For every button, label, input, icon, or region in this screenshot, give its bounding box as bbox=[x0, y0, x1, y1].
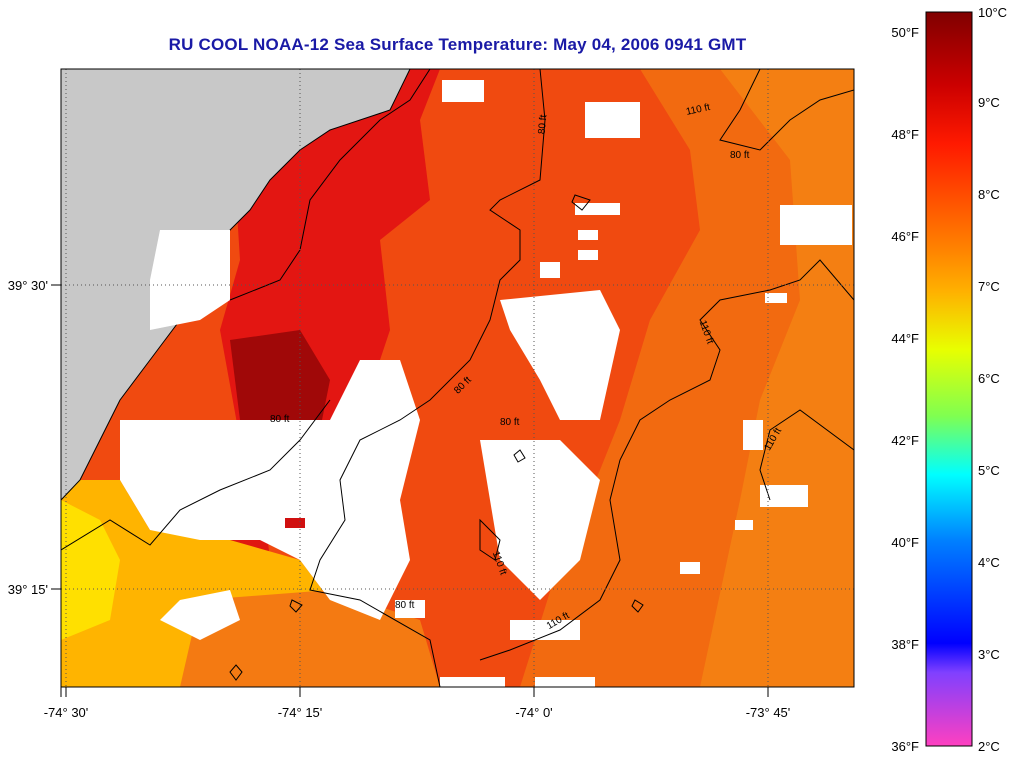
colorbar-f-label: 44°F bbox=[891, 331, 919, 346]
colorbar-f-label: 48°F bbox=[891, 127, 919, 142]
colorbar-c-label: 9°C bbox=[978, 95, 1000, 110]
contour-label-110-ne: 110 ft bbox=[685, 102, 711, 118]
sst-map-panel bbox=[61, 69, 854, 687]
colorbar-celsius-labels: 10°C 9°C 8°C 7°C 6°C 5°C 4°C 3°C 2°C bbox=[978, 5, 1007, 754]
contour-label-80-south: 80 ft bbox=[395, 600, 415, 611]
colorbar-f-label: 46°F bbox=[891, 229, 919, 244]
colorbar-f-label: 50°F bbox=[891, 25, 919, 40]
colorbar-c-label: 3°C bbox=[978, 647, 1000, 662]
colorbar-c-label: 8°C bbox=[978, 187, 1000, 202]
colorbar-c-label: 7°C bbox=[978, 279, 1000, 294]
map-frame bbox=[60, 68, 855, 688]
colorbar bbox=[925, 11, 973, 747]
contour-label-80-west: 80 ft bbox=[270, 414, 290, 425]
colorbar-c-label: 10°C bbox=[978, 5, 1007, 20]
x-tick-label: -74° 15' bbox=[278, 705, 323, 720]
colorbar-f-label: 38°F bbox=[891, 637, 919, 652]
colorbar-fahrenheit-labels: 50°F 48°F 46°F 44°F 42°F 40°F 38°F 36°F bbox=[891, 25, 919, 754]
colorbar-c-label: 6°C bbox=[978, 371, 1000, 386]
contour-label-80-ne: 80 ft bbox=[730, 150, 750, 161]
sst-southwest-bright bbox=[61, 500, 120, 640]
colorbar-f-label: 36°F bbox=[891, 739, 919, 754]
bathymetry-contours bbox=[61, 69, 854, 687]
axis-ticks bbox=[51, 284, 769, 697]
x-tick-label: -74° 0' bbox=[515, 705, 552, 720]
sst-warm-core bbox=[230, 330, 330, 440]
contour-label-80-center: 80 ft bbox=[500, 417, 520, 428]
colorbar-c-label: 2°C bbox=[978, 739, 1000, 754]
colorbar-f-label: 42°F bbox=[891, 433, 919, 448]
y-tick-label: 39° 15' bbox=[8, 582, 48, 597]
x-tick-label: -74° 30' bbox=[44, 705, 89, 720]
colorbar-c-label: 4°C bbox=[978, 555, 1000, 570]
cloud-mask bbox=[120, 80, 852, 687]
x-tick-label: -73° 45' bbox=[746, 705, 791, 720]
graticule bbox=[61, 69, 854, 687]
contour-label-80-north: 80 ft bbox=[537, 114, 550, 135]
colorbar-c-label: 5°C bbox=[978, 463, 1000, 478]
y-tick-label: 39° 30' bbox=[8, 278, 48, 293]
colorbar-f-label: 40°F bbox=[891, 535, 919, 550]
map-title: RU COOL NOAA-12 Sea Surface Temperature:… bbox=[168, 35, 747, 54]
